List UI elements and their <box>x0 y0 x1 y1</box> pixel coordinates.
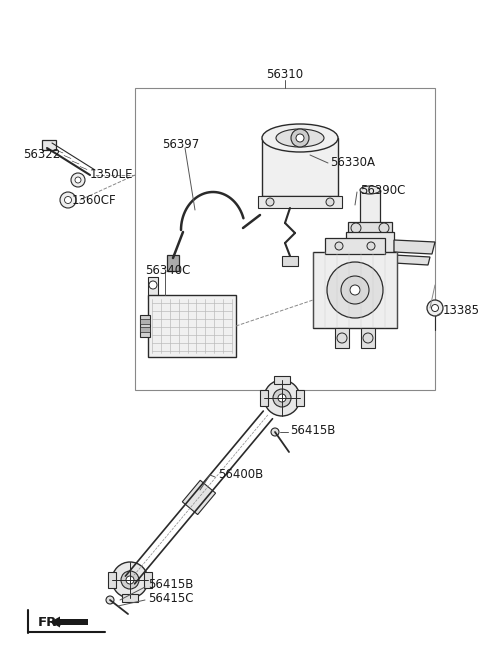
Circle shape <box>266 198 274 206</box>
Circle shape <box>64 196 72 204</box>
Bar <box>108 572 116 588</box>
Bar <box>262 138 338 196</box>
Text: FR.: FR. <box>38 616 63 629</box>
Circle shape <box>291 129 309 147</box>
Circle shape <box>327 262 383 318</box>
Bar <box>313 252 397 328</box>
Circle shape <box>273 389 291 407</box>
Circle shape <box>149 281 157 289</box>
Bar <box>274 376 290 384</box>
Bar <box>282 256 298 266</box>
Bar <box>360 190 380 230</box>
Text: 56415B: 56415B <box>290 424 336 436</box>
Circle shape <box>75 177 81 183</box>
Bar <box>135 88 435 390</box>
Circle shape <box>427 300 443 316</box>
Circle shape <box>326 198 334 206</box>
Circle shape <box>367 242 375 250</box>
Bar <box>140 327 150 332</box>
Bar <box>144 572 152 588</box>
Bar <box>361 328 375 348</box>
Circle shape <box>264 380 300 416</box>
Bar <box>335 328 349 348</box>
FancyArrow shape <box>50 616 88 627</box>
Ellipse shape <box>360 226 380 234</box>
Circle shape <box>106 596 114 604</box>
Ellipse shape <box>276 129 324 147</box>
Circle shape <box>278 394 286 402</box>
Text: 56415B: 56415B <box>148 579 193 591</box>
Circle shape <box>337 333 347 343</box>
Polygon shape <box>182 480 216 514</box>
Bar <box>167 255 179 271</box>
Text: 56400B: 56400B <box>218 468 263 482</box>
Bar <box>260 390 268 406</box>
Circle shape <box>432 304 439 311</box>
Circle shape <box>350 285 360 295</box>
Bar <box>296 390 304 406</box>
Bar <box>122 594 138 602</box>
Text: 56330A: 56330A <box>330 156 375 170</box>
Circle shape <box>271 428 279 436</box>
Ellipse shape <box>360 186 380 194</box>
Ellipse shape <box>262 124 338 152</box>
Bar <box>140 319 150 324</box>
Bar <box>148 295 236 357</box>
Text: 56340C: 56340C <box>145 263 191 277</box>
Circle shape <box>121 571 139 589</box>
Polygon shape <box>394 255 430 265</box>
Circle shape <box>363 333 373 343</box>
Bar <box>140 315 150 337</box>
Bar <box>346 232 394 267</box>
Text: 56310: 56310 <box>266 68 303 81</box>
Text: 56397: 56397 <box>162 139 199 152</box>
Bar <box>148 277 158 299</box>
Bar <box>348 222 392 234</box>
Circle shape <box>296 134 304 142</box>
Bar <box>258 196 342 208</box>
Text: 56322: 56322 <box>24 148 60 162</box>
Text: 13385: 13385 <box>443 304 480 317</box>
Circle shape <box>71 173 85 187</box>
Circle shape <box>379 223 389 233</box>
Circle shape <box>351 223 361 233</box>
Text: 1360CF: 1360CF <box>72 194 117 206</box>
Circle shape <box>341 276 369 304</box>
Polygon shape <box>394 240 435 254</box>
Circle shape <box>112 562 148 598</box>
Bar <box>325 238 385 254</box>
Text: 1350LE: 1350LE <box>90 168 133 181</box>
Text: 56390C: 56390C <box>360 183 406 196</box>
Circle shape <box>126 576 134 584</box>
Circle shape <box>335 242 343 250</box>
Text: 56415C: 56415C <box>148 591 193 604</box>
Circle shape <box>60 192 76 208</box>
Bar <box>42 140 56 150</box>
